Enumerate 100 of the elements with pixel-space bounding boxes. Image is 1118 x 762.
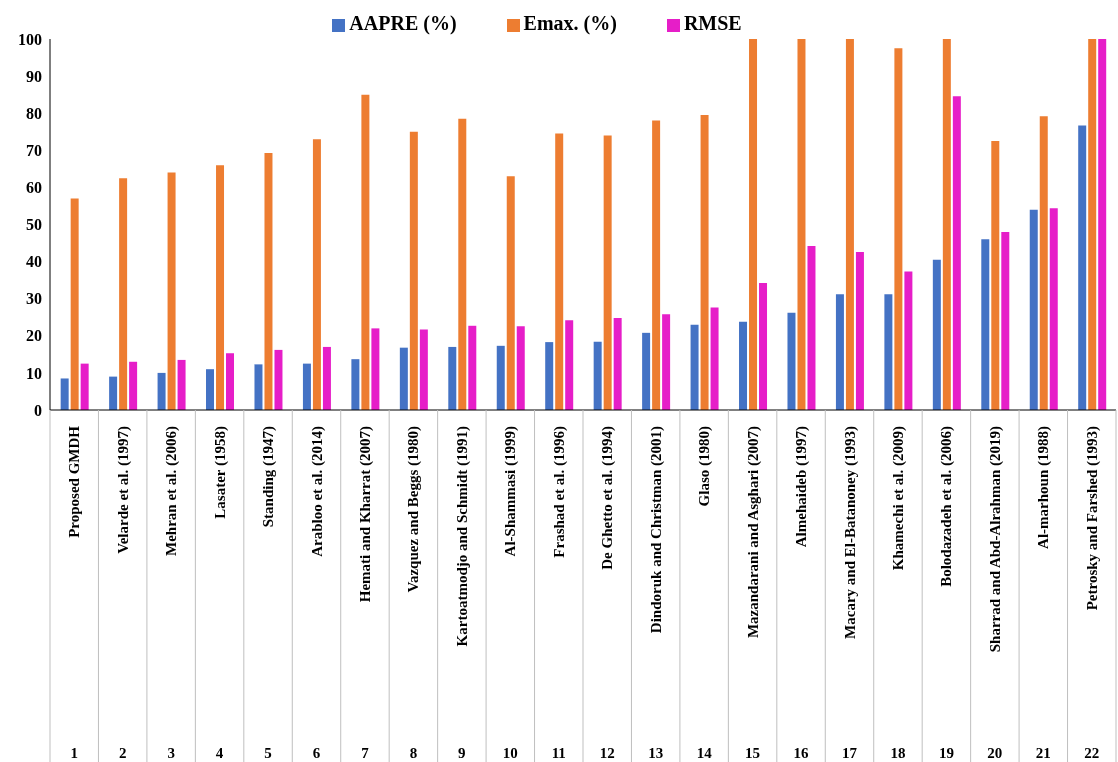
bar	[797, 39, 806, 410]
x-tick-label: Al-Shammasi (1999)	[502, 426, 520, 557]
bar	[555, 133, 564, 410]
text: 16	[793, 745, 810, 761]
bar	[749, 39, 758, 410]
bar	[506, 176, 515, 410]
x-tick-label: Kartoatmodjo and Schmidt (1991)	[453, 426, 471, 647]
bar	[1078, 125, 1087, 410]
bar	[1088, 39, 1097, 410]
y-tick-label: 90	[26, 67, 42, 85]
text: 12	[599, 745, 615, 761]
bar	[1001, 231, 1010, 410]
bar	[894, 48, 903, 410]
text: 13	[648, 745, 664, 761]
text: 9	[458, 745, 466, 761]
bar	[167, 172, 176, 410]
x-tick-label: Vazquez and Beggs (1980)	[405, 426, 423, 593]
bar	[468, 325, 477, 410]
bar	[739, 321, 748, 410]
bar	[448, 346, 457, 410]
x-tick-label: Petrosky and Farshed (1993)	[1083, 426, 1101, 611]
bar	[157, 372, 166, 410]
bar	[516, 326, 525, 410]
x-tick-label: Hemati and Kharrat (2007)	[356, 426, 374, 603]
bar	[70, 198, 79, 410]
x-tick-label: Sharrad and Abd-Alrahman (2019)	[986, 426, 1004, 653]
y-tick-label: 10	[26, 364, 42, 382]
bar	[807, 246, 816, 410]
legend-label: RMSE	[683, 12, 742, 34]
text: 5	[264, 745, 272, 761]
bar	[652, 120, 661, 410]
bar	[991, 141, 1000, 410]
x-tick-label: Lasater (1958)	[211, 426, 229, 519]
bar	[129, 361, 138, 410]
text: 3	[167, 745, 175, 761]
bar	[206, 369, 215, 410]
text: 11	[551, 745, 566, 761]
text: 15	[745, 745, 761, 761]
bar	[371, 328, 380, 410]
x-tick-label: Proposed GMDH	[66, 425, 83, 538]
bar	[942, 39, 951, 410]
bar	[1049, 208, 1058, 410]
x-tick-label: Al-marhoun (1988)	[1035, 426, 1053, 549]
text: 19	[938, 745, 954, 761]
bar	[399, 347, 408, 410]
x-tick-label: Almehaideb (1997)	[793, 426, 811, 548]
y-tick-label: 40	[26, 253, 42, 271]
bar	[361, 94, 370, 410]
bar	[409, 131, 418, 410]
bar	[603, 135, 612, 410]
x-tick-label: Frashad et al. (1996)	[550, 426, 568, 558]
bar	[981, 239, 990, 410]
bar	[593, 341, 602, 410]
bar	[884, 294, 893, 410]
bar	[254, 364, 263, 410]
bar	[662, 314, 671, 410]
bar	[119, 178, 128, 410]
y-tick-label: 100	[18, 30, 42, 48]
bar	[690, 324, 699, 410]
y-tick-label: 0	[34, 401, 42, 419]
bar	[787, 312, 796, 410]
y-tick-label: 80	[26, 104, 42, 122]
bar	[226, 353, 235, 410]
bar	[312, 139, 321, 410]
bar	[855, 251, 864, 410]
x-tick-label: Velarde et al. (1997)	[114, 426, 132, 554]
text: 2	[118, 745, 127, 761]
text: 14	[696, 745, 713, 761]
text: 21	[1035, 745, 1051, 761]
bar	[710, 307, 719, 410]
bar	[904, 271, 913, 410]
bar	[274, 349, 283, 410]
x-tick-label: Khamechi et al. (2009)	[889, 426, 907, 571]
x-tick-label: Standing (1947)	[260, 426, 278, 528]
bar	[60, 378, 69, 410]
bar	[1039, 116, 1048, 410]
bar	[700, 115, 709, 410]
x-tick-label: Glaso (1980)	[696, 426, 714, 507]
bar	[1029, 209, 1038, 410]
bar	[419, 329, 428, 410]
text: 4	[215, 745, 224, 761]
y-tick-label: 70	[26, 141, 42, 159]
x-tick-label: Bolodazadeh et al. (2006)	[938, 426, 956, 587]
bar	[351, 359, 360, 410]
bar	[845, 39, 854, 410]
bar	[545, 342, 554, 410]
text: 1	[70, 745, 78, 761]
bar	[613, 317, 622, 410]
bar	[80, 363, 89, 410]
bar	[302, 363, 311, 410]
legend-label: Emax. (%)	[523, 12, 617, 34]
legend-label: AAPRE (%)	[349, 12, 457, 34]
x-tick-label: Arabloo et al. (2014)	[308, 426, 326, 557]
bar	[216, 165, 225, 410]
bar	[565, 320, 574, 410]
text: 8	[409, 745, 418, 761]
text: 20	[987, 745, 1003, 761]
x-tick-label: Macary and El-Batanoney (1993)	[841, 426, 859, 639]
y-tick-label: 30	[26, 290, 42, 308]
x-tick-label: Dindoruk and Christman (2001)	[647, 426, 665, 634]
